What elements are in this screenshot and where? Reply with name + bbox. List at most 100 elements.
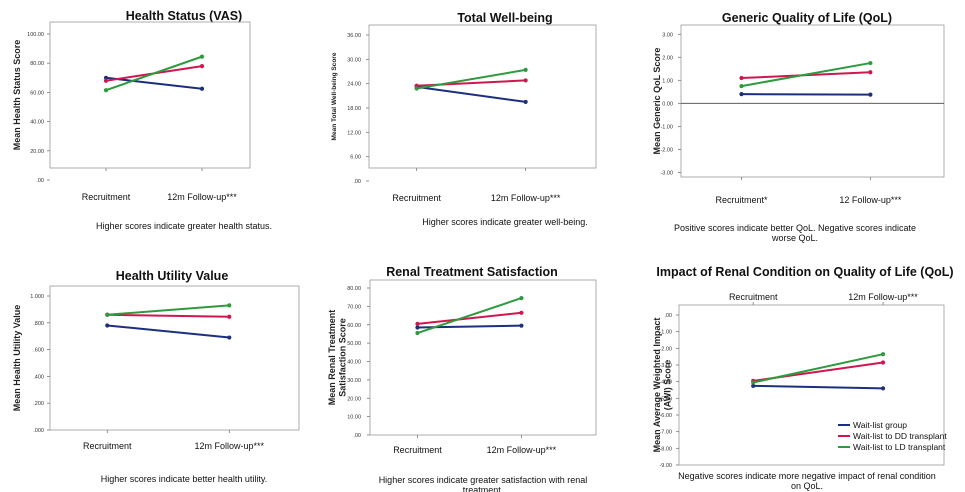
y-tick-label: 40.00	[30, 120, 44, 126]
legend-label-ld: Wait-list to LD transplant	[853, 442, 946, 452]
y-tick-label: 10.00	[347, 415, 361, 421]
chart-caption-line: on QoL.	[791, 481, 823, 491]
y-tick-label: 24.00	[347, 82, 361, 88]
y-tick-label: 20.00	[30, 149, 44, 155]
y-tick-label: .00	[353, 433, 361, 439]
y-tick-label: -8.00	[659, 446, 672, 452]
data-point-ld	[227, 303, 232, 308]
y-axis-label-line: Mean Health Utility Value	[12, 305, 22, 412]
data-point-ld	[414, 86, 419, 91]
data-point-dd	[519, 310, 524, 315]
y-tick-label: .200	[33, 401, 44, 407]
legend-label-dd: Wait-list to DD transplant	[853, 431, 947, 441]
x-category-label: Recruitment	[83, 441, 132, 451]
series-line-wait_list	[753, 384, 884, 390]
chart-caption-line: Higher scores indicate greater health st…	[96, 221, 272, 231]
y-tick-label: -4.00	[659, 380, 672, 386]
y-axis-label-line: Mean Renal Treatment	[327, 310, 337, 406]
data-point-dd	[199, 64, 205, 69]
series-line-ld	[741, 62, 871, 88]
y-tick-label: 2.00	[662, 55, 673, 61]
series-line-wait_list	[105, 76, 203, 90]
y-axis-label: Mean Total Well-being Score	[331, 52, 338, 140]
data-point-wait_list	[880, 386, 886, 391]
series-line-dd	[417, 311, 522, 325]
data-point-dd	[880, 360, 886, 365]
data-point-ld	[868, 60, 873, 66]
data-point-dd	[103, 78, 109, 83]
chart-caption-line: Higher scores indicate better health uti…	[101, 474, 267, 484]
y-axis-label-line: Mean Average Weighted Impact	[652, 318, 662, 453]
data-point-wait_list	[199, 86, 205, 91]
chart-caption-line: worse QoL.	[771, 233, 818, 243]
y-tick-label: 60.00	[30, 90, 44, 96]
plot-frame	[368, 24, 597, 169]
y-tick-label: 6.00	[350, 155, 361, 161]
y-tick-label: -3.00	[659, 363, 672, 369]
y-axis-label: Mean Average Weighted Impact(AWI) Score	[652, 318, 673, 453]
chart-caption-line: Higher scores indicate greater well-bein…	[422, 217, 588, 227]
x-category-label: 12m Follow-up***	[167, 192, 237, 202]
chart-title: Generic Quality of Life (QoL)	[722, 11, 892, 25]
x-category-label: Recruitment	[82, 192, 131, 202]
data-point-dd	[227, 314, 232, 319]
y-tick-label: -1.00	[659, 330, 672, 336]
y-tick-label: 80.00	[347, 286, 361, 292]
chart-panel-5: Renal Treatment Satisfaction Mean Renal T…	[327, 265, 597, 492]
y-axis-label-line: Mean Total Well-being Score	[331, 52, 338, 140]
chart-title: Total Well-being	[457, 11, 552, 25]
data-point-ld	[751, 380, 756, 385]
data-point-dd	[739, 75, 744, 81]
y-tick-label: 30.00	[347, 378, 361, 384]
chart-caption-line: Positive scores indicate better QoL. Neg…	[674, 223, 916, 233]
plot-frame	[680, 24, 945, 178]
series-line-dd	[107, 313, 230, 318]
data-point-ld	[739, 83, 744, 89]
y-tick-label: 12.00	[347, 130, 361, 136]
y-tick-label: 36.00	[347, 33, 361, 39]
chart-caption-line: Negative scores indicate more negative i…	[678, 471, 936, 481]
data-point-wait_list	[103, 75, 109, 80]
chart-panel-4: Health Utility Value Mean Health Utility …	[12, 269, 300, 484]
chart-title: Renal Treatment Satisfaction	[386, 265, 558, 279]
y-tick-label: .00	[353, 179, 361, 185]
y-tick-label: -7.00	[659, 430, 672, 436]
x-category-label: 12 Follow-up***	[839, 195, 902, 205]
y-axis-label: Mean Health Utility Value	[12, 305, 22, 412]
x-category-label: 12m Follow-up***	[848, 292, 918, 302]
y-tick-label: 1.000	[30, 294, 44, 300]
data-point-wait_list	[415, 325, 420, 330]
y-axis-label-line: Mean Generic QoL Score	[652, 48, 662, 155]
legend-label-wait_list: Wait-list group	[853, 420, 907, 430]
data-point-ld	[415, 330, 420, 336]
plot-frame	[369, 279, 597, 436]
x-category-label: 12m Follow-up***	[487, 445, 557, 455]
data-point-wait_list	[868, 92, 873, 97]
y-tick-label: 70.00	[347, 304, 361, 310]
y-axis-label-line: Mean Health Status Score	[12, 40, 22, 151]
y-tick-label: .800	[33, 321, 44, 327]
y-tick-label: 20.00	[347, 396, 361, 402]
y-tick-label: 30.00	[347, 57, 361, 63]
data-point-ld	[519, 296, 524, 301]
y-tick-label: .000	[33, 428, 44, 434]
y-tick-label: 40.00	[347, 360, 361, 366]
y-axis-label: Mean Generic QoL Score	[652, 48, 662, 155]
series-line-ld	[107, 304, 230, 316]
plot-frame	[49, 285, 300, 431]
y-tick-label: -2.00	[659, 346, 672, 352]
x-category-label: Recruitment*	[715, 195, 768, 205]
y-tick-label: 1.00	[662, 78, 673, 84]
y-tick-label: .400	[33, 374, 44, 380]
y-tick-label: 50.00	[347, 341, 361, 347]
data-point-wait_list	[227, 335, 232, 340]
y-tick-label: .00	[36, 178, 44, 184]
x-category-label: 12m Follow-up***	[195, 441, 265, 451]
data-point-ld	[105, 312, 110, 317]
chart-title: Health Status (VAS)	[126, 9, 242, 23]
data-point-ld	[523, 67, 528, 72]
y-tick-label: 18.00	[347, 106, 361, 112]
y-tick-label: -5.00	[659, 396, 672, 402]
chart-panel-3: Generic Quality of Life (QoL) Mean Generi…	[652, 11, 945, 243]
